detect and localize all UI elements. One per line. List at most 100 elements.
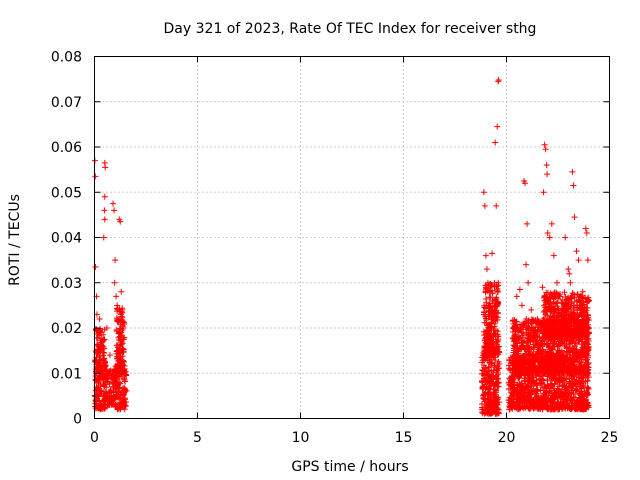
data-point (120, 389, 127, 396)
data-point (569, 313, 576, 320)
data-point (524, 369, 531, 376)
y-tick-label: 0 (73, 412, 82, 428)
x-tick-label: 20 (498, 430, 516, 446)
data-point (103, 384, 110, 391)
data-point (487, 288, 494, 295)
data-point (584, 325, 591, 332)
data-point (584, 257, 591, 264)
data-point (560, 308, 567, 315)
data-point (551, 401, 558, 408)
data-point (542, 333, 549, 340)
data-point (97, 382, 104, 389)
data-point (97, 356, 104, 363)
data-point (555, 357, 562, 364)
data-point (515, 399, 522, 406)
data-point (96, 404, 103, 411)
data-point (101, 405, 108, 412)
data-point (516, 404, 523, 411)
data-point (482, 289, 489, 296)
data-point (517, 352, 524, 359)
data-point (487, 280, 494, 287)
data-point (522, 403, 529, 410)
data-point (565, 305, 572, 312)
data-point (539, 335, 546, 342)
data-point (495, 299, 502, 306)
data-point (545, 343, 552, 350)
data-point (92, 173, 99, 180)
data-point (568, 396, 575, 403)
data-point (487, 294, 494, 301)
y-tick-label: 0.02 (51, 321, 82, 337)
data-point (485, 313, 492, 320)
data-point (524, 220, 531, 227)
data-point (533, 369, 540, 376)
data-point (494, 350, 501, 357)
data-point (573, 248, 580, 255)
data-point (566, 338, 573, 345)
data-point (582, 295, 589, 302)
data-point (519, 361, 526, 368)
data-point (548, 369, 555, 376)
data-point (511, 357, 518, 364)
data-point (511, 388, 518, 395)
data-point (110, 200, 117, 207)
data-point (514, 340, 521, 347)
data-point (551, 381, 558, 388)
data-point (584, 312, 591, 319)
data-point (95, 347, 102, 354)
data-point (102, 164, 109, 171)
data-point (562, 386, 569, 393)
data-point (575, 257, 582, 264)
data-point (573, 403, 580, 410)
data-point (483, 409, 490, 416)
data-point (558, 322, 565, 329)
data-point (541, 141, 548, 148)
data-point (119, 346, 126, 353)
data-point (553, 317, 560, 324)
data-point (539, 376, 546, 383)
data-point (555, 369, 562, 376)
data-point (540, 189, 547, 196)
data-point (578, 346, 585, 353)
x-tick-label: 10 (292, 430, 310, 446)
data-point (486, 399, 493, 406)
data-point (581, 333, 588, 340)
data-point (566, 405, 573, 412)
data-point (548, 351, 555, 358)
data-point (117, 392, 124, 399)
data-point (544, 376, 551, 383)
data-point (559, 377, 566, 384)
data-point (493, 401, 500, 408)
data-point (543, 162, 550, 169)
data-point (493, 346, 500, 353)
data-point (528, 358, 535, 365)
data-point (583, 229, 590, 236)
data-point (572, 332, 579, 339)
data-point (563, 376, 570, 383)
data-point (494, 396, 501, 403)
data-point (483, 296, 490, 303)
data-point (554, 390, 561, 397)
data-point (555, 305, 562, 312)
data-point (579, 321, 586, 328)
data-point (488, 339, 495, 346)
data-point (547, 307, 554, 314)
data-point (544, 229, 551, 236)
data-point (571, 326, 578, 333)
data-point (562, 234, 569, 241)
data-point (528, 306, 535, 313)
data-point (494, 338, 501, 345)
data-point (510, 349, 517, 356)
data-point (116, 346, 123, 353)
data-point (549, 293, 556, 300)
data-point (96, 376, 103, 383)
data-point (568, 322, 575, 329)
data-point (104, 394, 111, 401)
data-point (509, 317, 516, 324)
data-point (538, 366, 545, 373)
data-point (103, 325, 110, 331)
data-point (512, 331, 519, 338)
data-point (507, 374, 514, 381)
data-point (565, 312, 572, 319)
data-point (566, 365, 573, 372)
